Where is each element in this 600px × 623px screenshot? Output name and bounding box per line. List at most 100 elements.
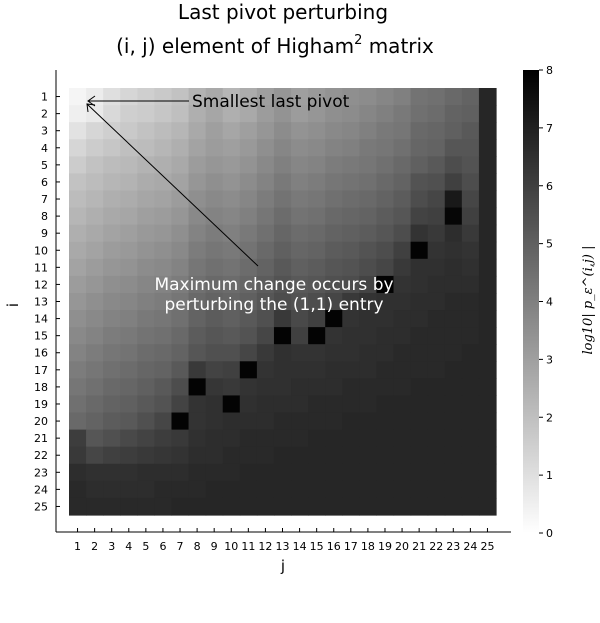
heatmap-cell [256, 378, 275, 397]
heatmap-cell [239, 395, 258, 414]
heatmap-cell [478, 275, 497, 294]
heatmap-cell [342, 327, 360, 345]
heatmap-cell [188, 88, 207, 106]
heatmap-cell [188, 139, 207, 157]
heatmap-cell [359, 412, 378, 431]
heatmap-cell [120, 88, 138, 106]
heatmap-cell [86, 412, 104, 431]
heatmap-cell [342, 344, 360, 362]
heatmap-cell [154, 310, 173, 328]
heatmap-cell [69, 480, 87, 499]
heatmap-cell [461, 412, 480, 431]
heatmap-cell [222, 139, 241, 157]
heatmap-cell [393, 361, 412, 379]
heatmap-cell [393, 224, 412, 243]
heatmap-cell [239, 361, 258, 379]
heatmap-cell [325, 122, 343, 140]
annotation-maximum-change-line1: Maximum change occurs by [154, 275, 393, 295]
heatmap-cell [427, 241, 446, 260]
heatmap-cell [103, 105, 121, 123]
heatmap-cell [256, 412, 275, 431]
heatmap-cell [325, 292, 343, 311]
heatmap-cell [273, 497, 292, 516]
heatmap-cell [359, 207, 378, 226]
heatmap-cell [137, 292, 155, 311]
heatmap-cell [427, 378, 446, 397]
heatmap-cell [273, 275, 292, 294]
heatmap-cell [342, 139, 360, 157]
y-tick-label: 12 [34, 278, 48, 291]
heatmap-cell [69, 412, 87, 431]
heatmap-cell [410, 429, 429, 448]
heatmap-cell [239, 446, 258, 465]
heatmap-cell [325, 241, 343, 260]
heatmap-cell [205, 122, 224, 140]
heatmap-cell [171, 327, 190, 345]
heatmap-cell [69, 224, 87, 243]
y-tick-label: 6 [41, 176, 48, 189]
heatmap-cell [239, 378, 258, 397]
heatmap-cell [137, 122, 155, 140]
heatmap-cell [188, 105, 207, 123]
heatmap-cell [188, 224, 207, 243]
heatmap-cell [325, 463, 343, 482]
heatmap-cell [273, 395, 292, 414]
heatmap-cell [222, 122, 241, 140]
heatmap-cell [154, 224, 173, 243]
heatmap-cell [427, 361, 446, 379]
heatmap-cell [86, 275, 104, 294]
heatmap-cell [308, 310, 326, 328]
heatmap-cell [308, 344, 326, 362]
heatmap-cell [154, 480, 173, 499]
heatmap-cell [325, 139, 343, 157]
heatmap-cell [256, 361, 275, 379]
heatmap-cell [325, 446, 343, 465]
heatmap-cell [256, 292, 275, 311]
heatmap-cell [103, 207, 121, 226]
heatmap-cell [342, 88, 360, 106]
heatmap-cell [478, 139, 497, 157]
heatmap-cell [120, 463, 138, 482]
heatmap-cell [444, 395, 463, 414]
heatmap-cell [69, 139, 87, 157]
heatmap-cell [256, 88, 275, 106]
heatmap-cell [120, 275, 138, 294]
heatmap-cell [171, 190, 190, 209]
heatmap-cell [256, 156, 275, 174]
heatmap-cell [273, 241, 292, 260]
annotation-arrowhead-diagonal [86, 103, 96, 113]
heatmap-cell [86, 173, 104, 192]
heatmap-cell [222, 258, 241, 277]
heatmap-cell [444, 292, 463, 311]
heatmap-cell [154, 412, 173, 431]
heatmap-cell [427, 412, 446, 431]
y-tick-label: 5 [41, 159, 48, 172]
heatmap-cell [376, 497, 395, 516]
heatmap-cell [410, 361, 429, 379]
heatmap-cell [239, 429, 258, 448]
heatmap-cell [291, 327, 309, 345]
heatmap-cell [393, 327, 412, 345]
heatmap-cell [291, 207, 309, 226]
heatmap-cell [342, 446, 360, 465]
heatmap-cell [308, 190, 326, 209]
colorbar-tick-label: 6 [546, 180, 553, 193]
colorbar-tick-label: 0 [546, 527, 553, 540]
heatmap-cell [342, 463, 360, 482]
heatmap-cell [154, 378, 173, 397]
heatmap-cell [393, 156, 412, 174]
heatmap-cell [256, 327, 275, 345]
heatmap-cell [291, 412, 309, 431]
heatmap-cell [137, 139, 155, 157]
heatmap-cell [308, 105, 326, 123]
heatmap-cell [154, 344, 173, 362]
heatmap-cell [86, 480, 104, 499]
heatmap-cell [478, 105, 497, 123]
heatmap-cell [444, 412, 463, 431]
heatmap-cell [239, 275, 258, 294]
heatmap-cell [120, 105, 138, 123]
heatmap-cell [444, 207, 463, 226]
heatmap-cell [103, 275, 121, 294]
heatmap-cell [461, 463, 480, 482]
heatmap-cell [478, 463, 497, 482]
